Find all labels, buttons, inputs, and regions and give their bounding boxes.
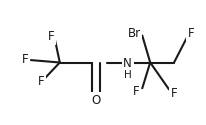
Text: F: F — [187, 27, 193, 40]
Text: Br: Br — [127, 27, 140, 40]
Text: H: H — [123, 70, 131, 80]
Text: F: F — [37, 75, 44, 88]
Text: F: F — [22, 53, 28, 66]
Text: O: O — [90, 94, 100, 107]
Text: F: F — [170, 87, 177, 100]
Text: N: N — [123, 57, 131, 70]
Text: F: F — [48, 30, 54, 43]
Text: F: F — [132, 85, 139, 98]
